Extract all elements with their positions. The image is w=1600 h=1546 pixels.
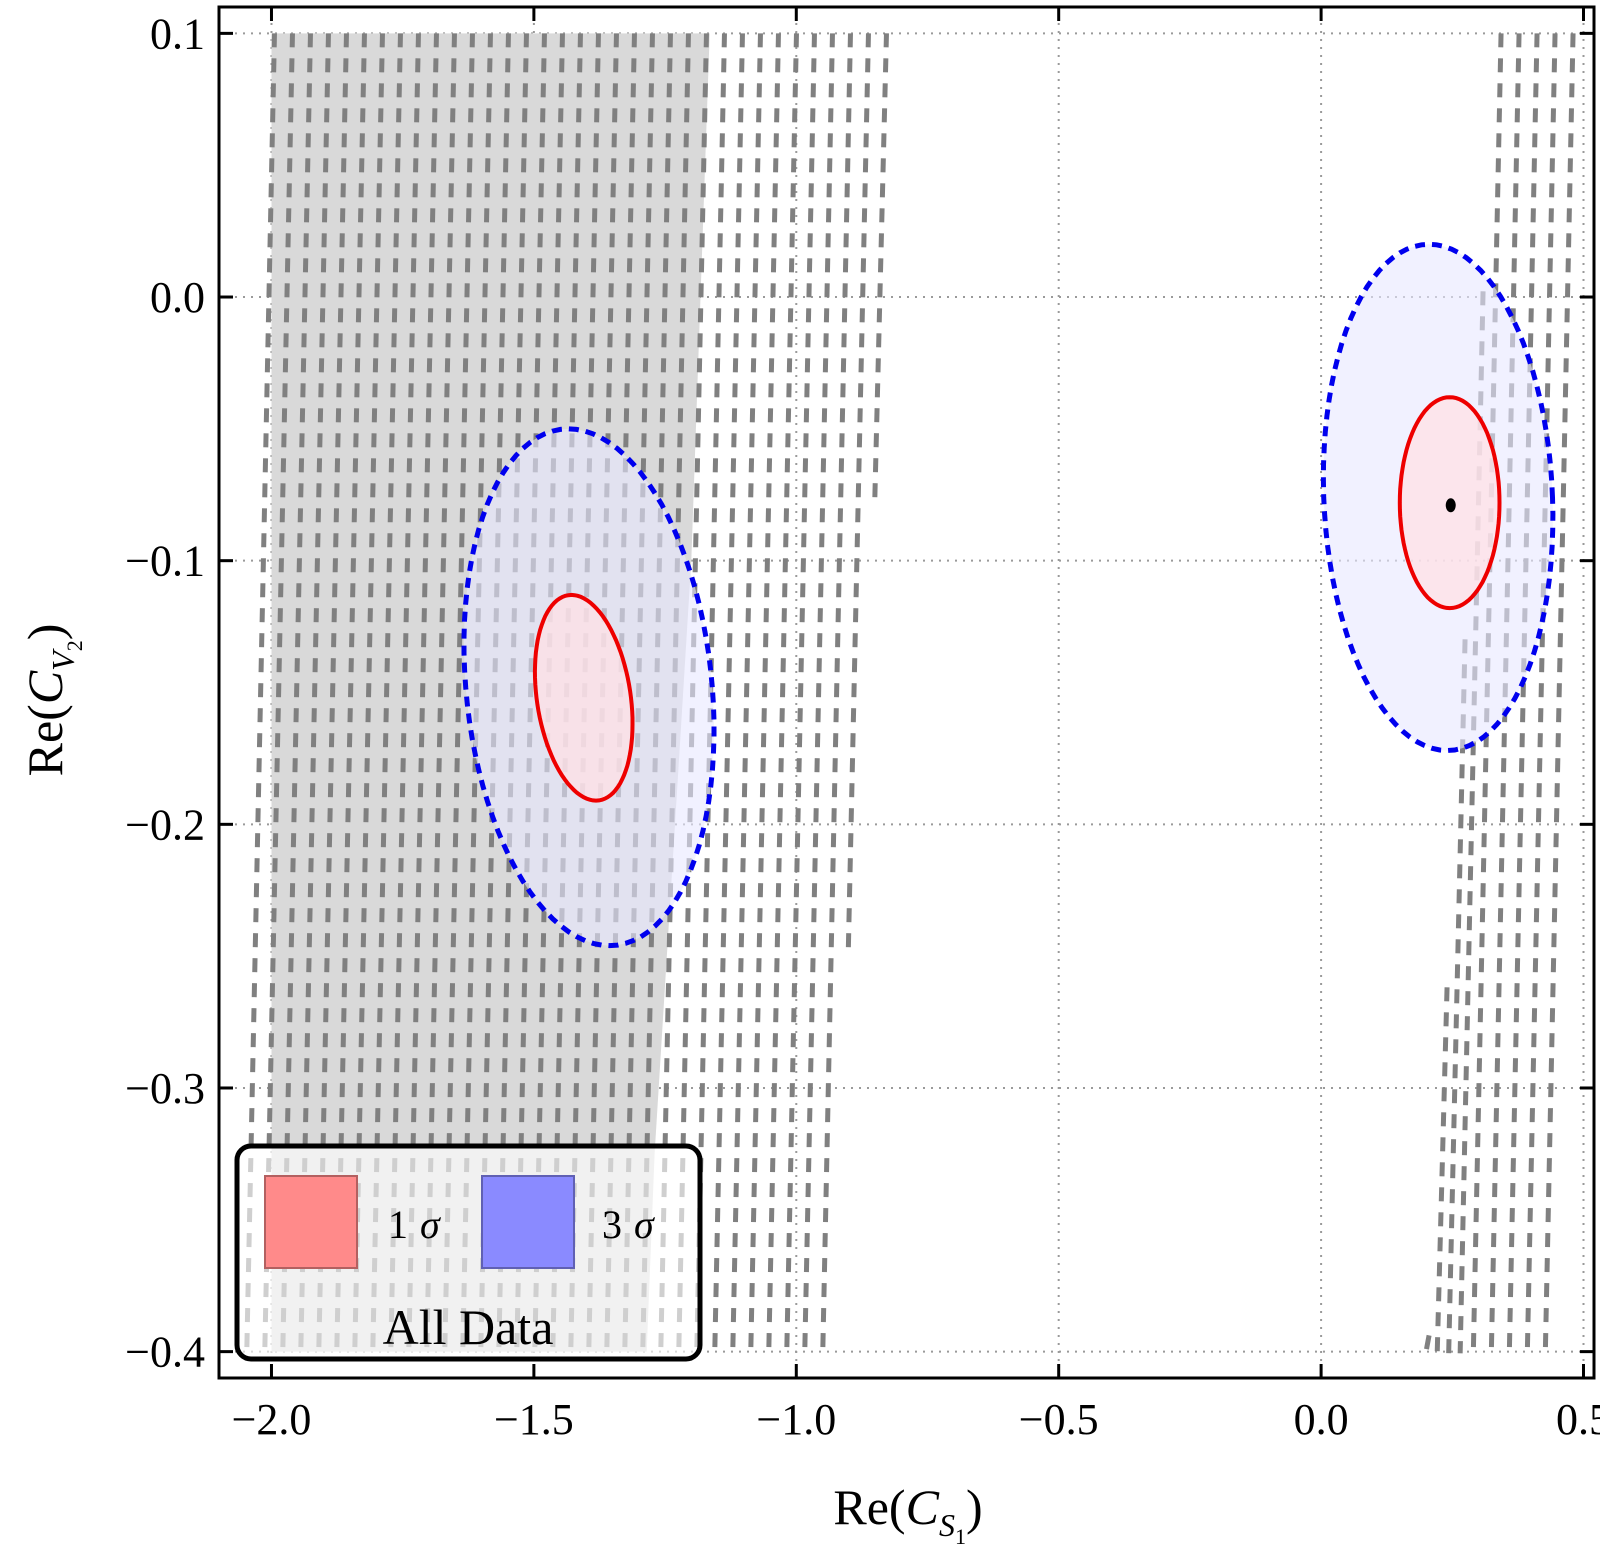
x-axis-title: Re(CS1) bbox=[833, 1479, 982, 1546]
x-tick-label: −0.5 bbox=[1019, 1395, 1099, 1444]
y-tick-label: −0.1 bbox=[125, 537, 205, 586]
hatch-stroke bbox=[1524, 33, 1558, 1354]
legend-swatch-3-sigma bbox=[481, 1175, 575, 1269]
hatch-stroke bbox=[352, 33, 385, 1354]
hatch-stroke bbox=[872, 33, 889, 508]
legend-title: All Data bbox=[383, 1299, 554, 1355]
hatch-stroke bbox=[280, 33, 313, 1354]
y-tick-label: 0.0 bbox=[150, 273, 205, 322]
hatch-stroke bbox=[748, 33, 781, 1354]
x-tick-label: −1.0 bbox=[756, 1395, 836, 1444]
y-tick-label: −0.2 bbox=[125, 800, 205, 849]
x-tick-label: 0.0 bbox=[1294, 1395, 1349, 1444]
hatch-stroke bbox=[388, 33, 421, 1354]
hatch-stroke bbox=[262, 33, 295, 1354]
y-tick-label: −0.4 bbox=[125, 1328, 205, 1377]
contour-left-1sigma bbox=[532, 592, 635, 803]
hatch-stroke bbox=[1542, 33, 1576, 1354]
x-tick-label: 0.5 bbox=[1556, 1395, 1600, 1444]
hatch-stroke bbox=[406, 33, 439, 1354]
hatch-stroke bbox=[820, 33, 853, 1354]
hatch-stroke bbox=[766, 33, 799, 1354]
axes: −2.0 −1.5 −1.0 −0.5 0.0 0.5 0.1 0.0 −0.1 −0.2 −0.3… bbox=[125, 7, 1600, 1444]
best-fit-point bbox=[1445, 498, 1456, 513]
hatch-stroke bbox=[784, 33, 817, 1354]
legend-swatch-1-sigma bbox=[264, 1175, 358, 1269]
plot-frame bbox=[217, 5, 1596, 1380]
hatch-stroke bbox=[370, 33, 403, 1354]
x-tick-label: −2.0 bbox=[232, 1395, 312, 1444]
y-axis-title: Re(CV2) bbox=[17, 624, 87, 777]
hatch-stroke bbox=[334, 33, 367, 1354]
hatch-stroke bbox=[1506, 33, 1540, 1354]
plot-area bbox=[244, 33, 1576, 1354]
hatch-stroke bbox=[442, 33, 475, 1354]
y-tick-label: −0.3 bbox=[125, 1064, 205, 1113]
hatch-stroke bbox=[1446, 639, 1468, 1354]
x-tick-label: −1.5 bbox=[494, 1395, 574, 1444]
hatch-stroke bbox=[712, 33, 745, 1354]
hatch-stroke bbox=[1423, 1334, 1432, 1354]
hatch-stroke bbox=[845, 33, 871, 958]
hatch-stroke bbox=[802, 33, 835, 1354]
hatch-stroke bbox=[730, 33, 763, 1354]
hatch-stroke bbox=[298, 33, 331, 1354]
hatch-stroke bbox=[1434, 987, 1450, 1354]
y-tick-label: 0.1 bbox=[150, 9, 205, 58]
hatch-stroke bbox=[244, 33, 277, 1354]
hatch-stroke bbox=[316, 33, 349, 1354]
hatch-stroke bbox=[424, 33, 457, 1354]
